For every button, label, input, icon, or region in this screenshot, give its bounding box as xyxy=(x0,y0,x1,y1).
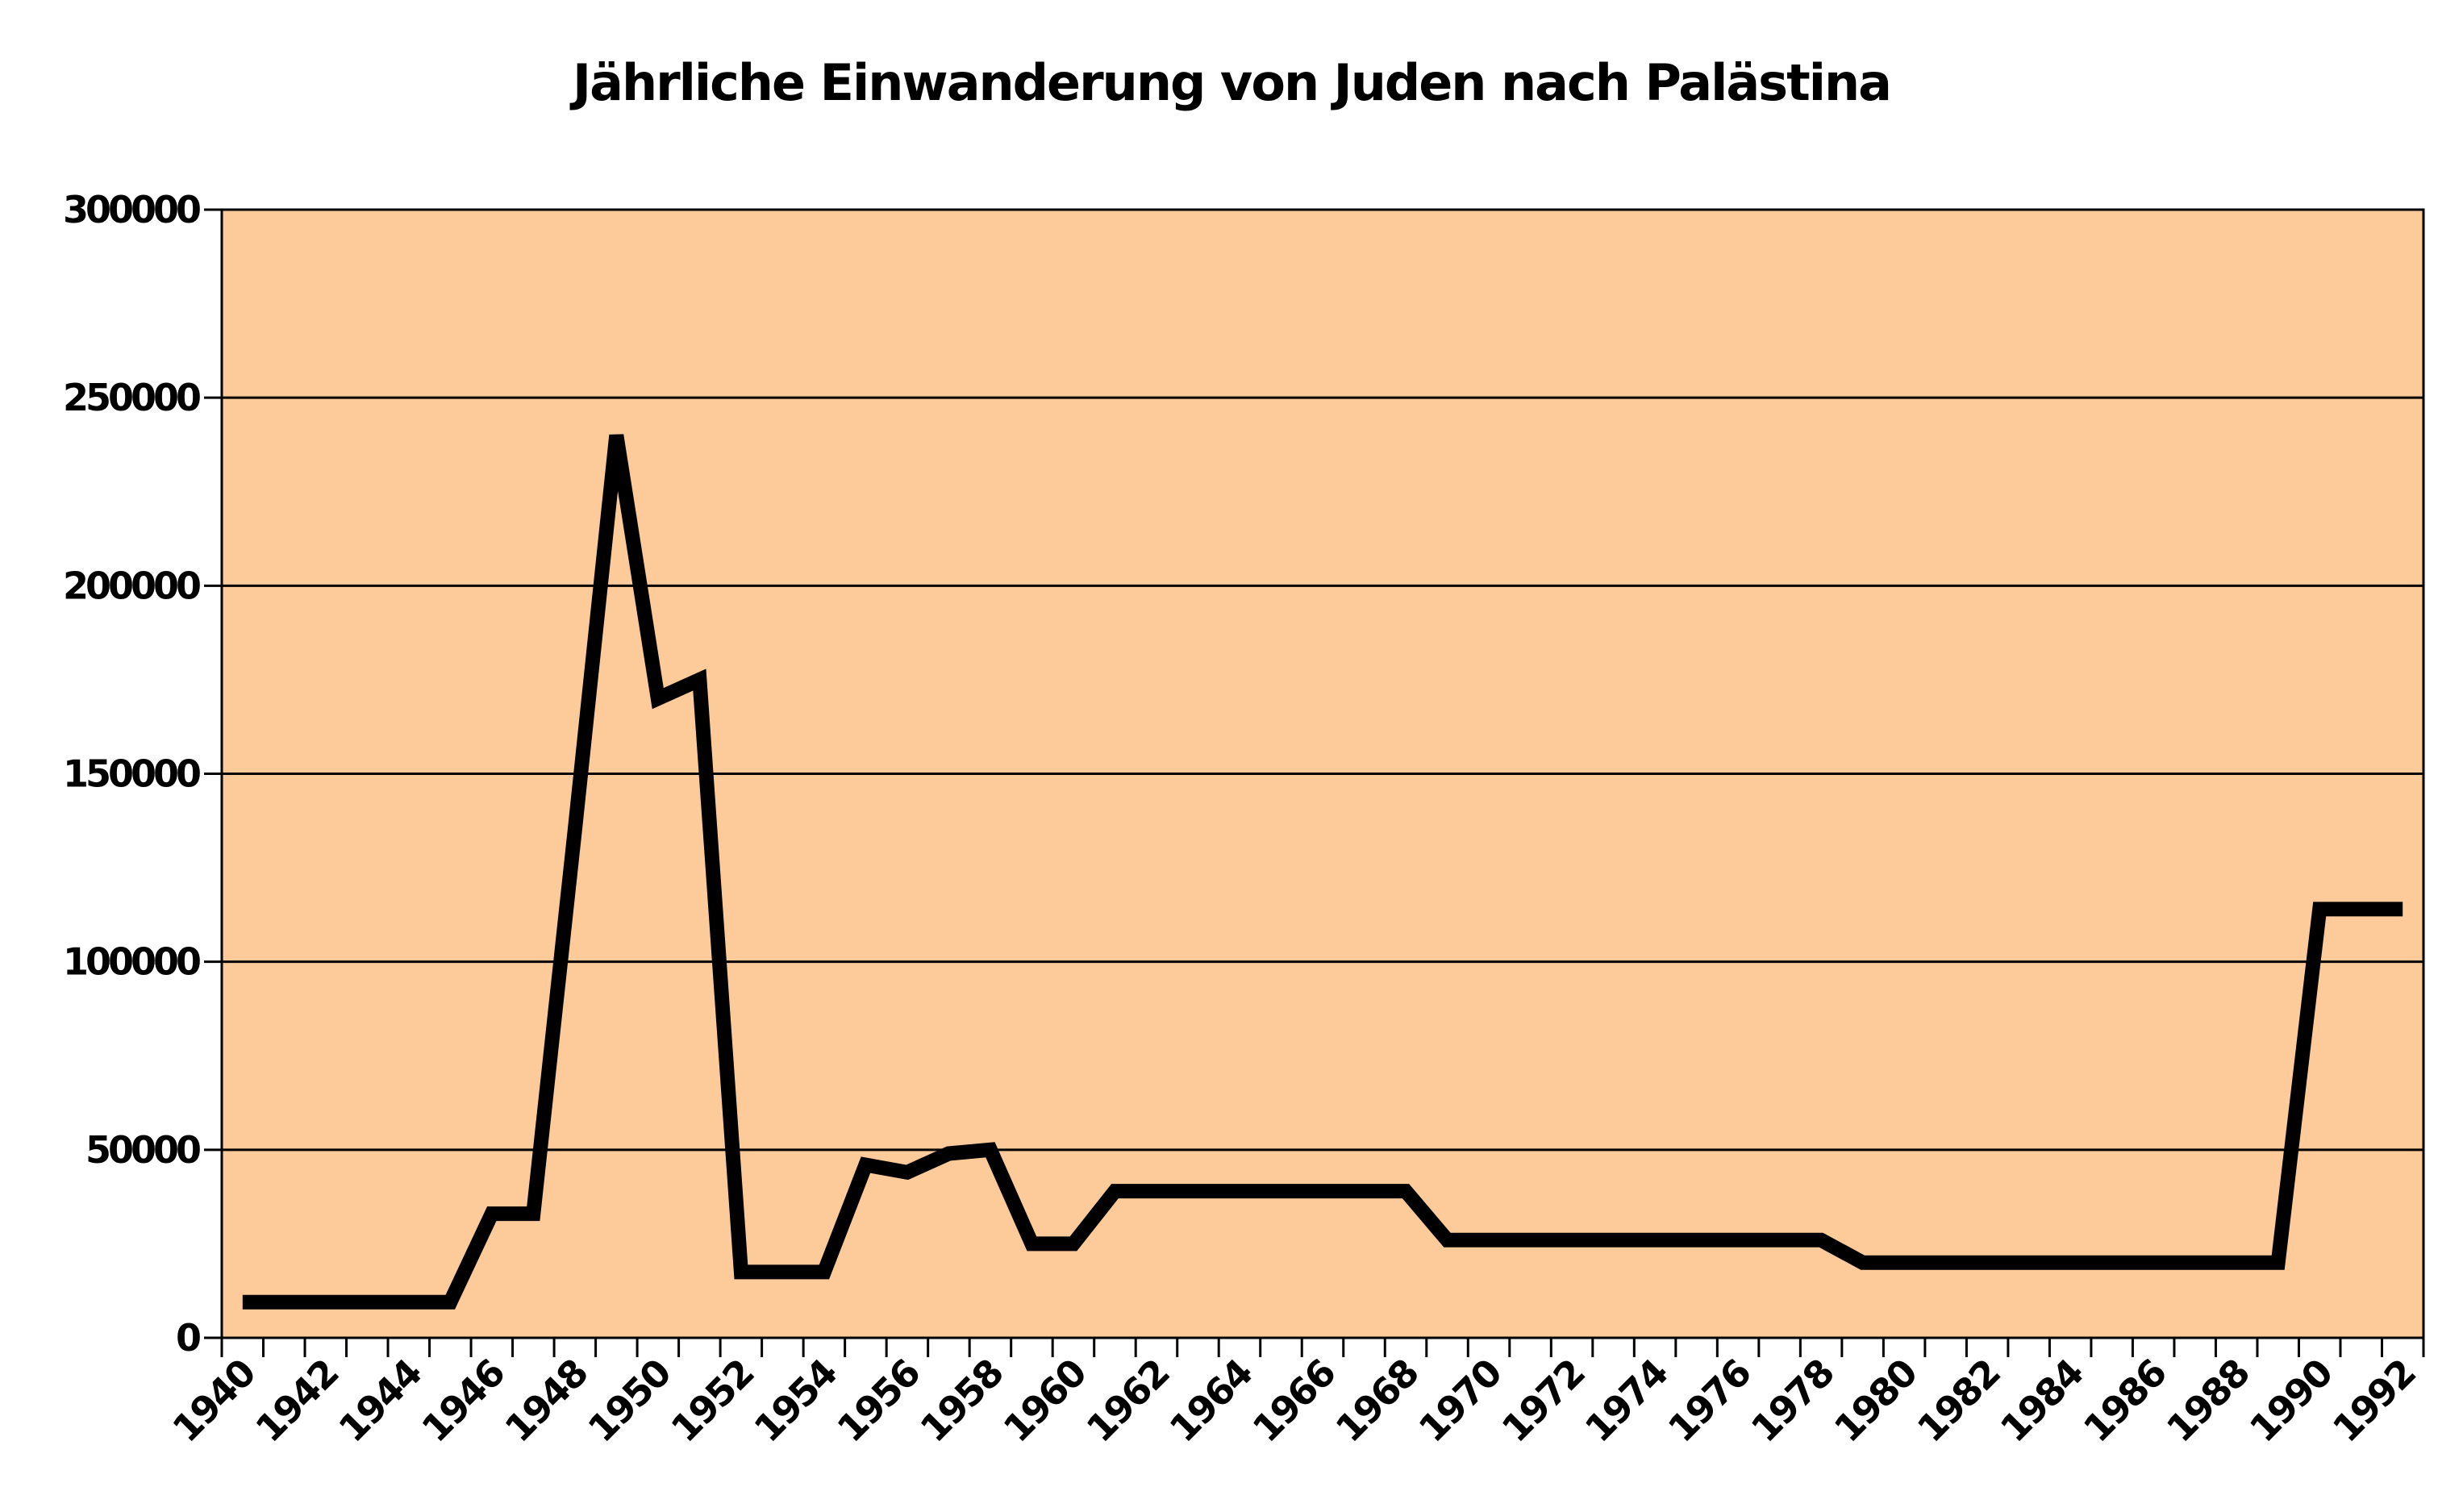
x-axis-tick-label: 1954 xyxy=(746,1352,845,1451)
x-axis-tick-label: 1976 xyxy=(1660,1352,1759,1451)
x-axis-tick-label: 1946 xyxy=(414,1352,513,1451)
x-axis-tick-label: 1984 xyxy=(1992,1352,2091,1451)
x-axis-tick-label: 1958 xyxy=(912,1352,1011,1451)
y-axis-tick-label: 200000 xyxy=(63,564,200,607)
x-axis-tick-label: 1986 xyxy=(2075,1352,2174,1451)
x-axis-tick-label: 1978 xyxy=(1743,1352,1842,1451)
y-axis-tick-label: 150000 xyxy=(63,752,200,796)
x-axis-tick-label: 1982 xyxy=(1909,1352,2008,1451)
x-axis-tick-label: 1962 xyxy=(1078,1352,1177,1451)
x-axis-tick-label: 1968 xyxy=(1327,1352,1427,1451)
x-axis-tick-label: 1950 xyxy=(580,1352,679,1451)
immigration-line-series xyxy=(242,434,2403,1310)
y-axis-tick-label: 100000 xyxy=(63,940,200,984)
x-axis-tick-label: 1972 xyxy=(1494,1352,1593,1451)
x-axis-tick-label: 1952 xyxy=(663,1352,762,1451)
x-axis-tick-label: 1944 xyxy=(331,1352,430,1451)
x-axis-tick-label: 1988 xyxy=(2158,1352,2257,1451)
x-axis-tick-label: 1948 xyxy=(497,1352,596,1451)
x-axis-tick-label: 1956 xyxy=(829,1352,928,1451)
x-axis-tick-label: 1940 xyxy=(164,1352,263,1451)
x-axis-tick-label: 1980 xyxy=(1826,1352,1925,1451)
x-axis-tick-label: 1942 xyxy=(247,1352,346,1451)
y-axis-tick-label: 0 xyxy=(176,1316,200,1360)
y-axis-tick-label: 50000 xyxy=(85,1128,200,1172)
y-axis-tick-label: 250000 xyxy=(63,376,200,419)
x-axis-tick-label: 1970 xyxy=(1411,1352,1510,1451)
x-axis-tick-label: 1960 xyxy=(995,1352,1094,1451)
x-axis-tick-label: 1990 xyxy=(2241,1352,2340,1451)
chart-title: Jährliche Einwanderung von Juden nach Pa… xyxy=(573,53,1892,112)
x-axis-tick-label: 1966 xyxy=(1244,1352,1344,1451)
x-axis-tick-label: 1974 xyxy=(1577,1352,1676,1451)
x-axis-tick-label: 1964 xyxy=(1161,1352,1261,1451)
plot-border xyxy=(220,208,2425,1339)
y-axis-tick-label: 300000 xyxy=(63,188,200,231)
x-axis-tick-label: 1992 xyxy=(2324,1352,2423,1451)
